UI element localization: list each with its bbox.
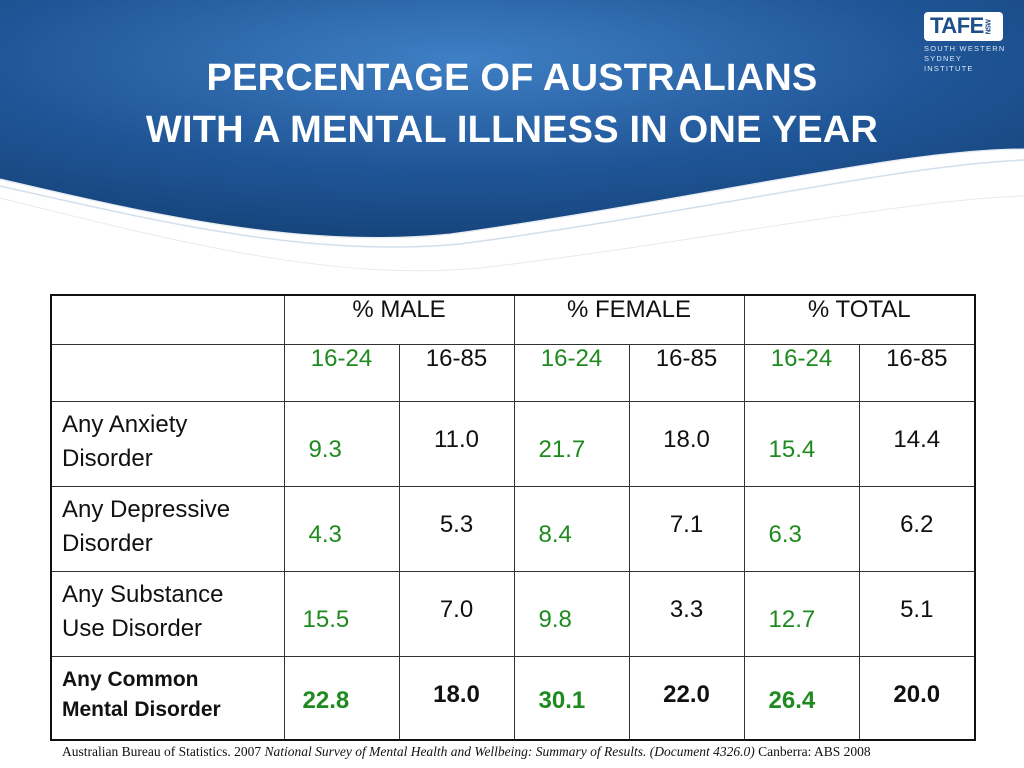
row-label: Any Common Mental Disorder xyxy=(50,656,285,741)
male-header: % MALE xyxy=(283,294,515,345)
table-row: Any Depressive Disorder 4.3 5.3 8.4 7.1 6… xyxy=(50,486,976,572)
mental-illness-table: % MALE % FEMALE % TOTAL 16-24 16-85 16-2… xyxy=(50,294,977,741)
cell-total-16-85: 6.2 xyxy=(858,486,976,572)
cell-total-16-85: 20.0 xyxy=(858,656,976,741)
table-row: Any Common Mental Disorder 22.8 18.0 30.1… xyxy=(50,656,976,741)
cell-total-16-24: 15.4 xyxy=(743,401,860,487)
cell-male-16-85: 11.0 xyxy=(398,401,515,487)
source-citation: Australian Bureau of Statistics. 2007 Na… xyxy=(62,744,871,759)
cell-total-16-85: 14.4 xyxy=(858,401,976,487)
female-age-16-24: 16-24 xyxy=(513,344,630,402)
row-label: Any Depressive Disorder xyxy=(50,486,285,572)
cell-female-16-24: 30.1 xyxy=(513,656,630,741)
cell-female-16-85: 22.0 xyxy=(628,656,745,741)
cell-female-16-24: 8.4 xyxy=(513,486,630,572)
cell-male-16-85: 7.0 xyxy=(398,571,515,657)
cell-female-16-24: 9.8 xyxy=(513,571,630,657)
tafe-logo-mark: TAFENSW xyxy=(924,12,1003,42)
cell-female-16-85: 7.1 xyxy=(628,486,745,572)
table-row: Any Anxiety Disorder 9.3 11.0 21.7 18.0 1… xyxy=(50,401,976,487)
total-age-16-24: 16-24 xyxy=(743,344,860,402)
male-age-16-24: 16-24 xyxy=(283,344,400,402)
logo-subtitle-line2: SYDNEY INSTITUTE xyxy=(924,54,974,74)
header-background xyxy=(0,0,1024,272)
page-title: PERCENTAGE OF AUSTRALIANS WITH A MENTAL … xyxy=(0,52,1024,156)
cell-female-16-85: 3.3 xyxy=(628,571,745,657)
cell-male-16-85: 5.3 xyxy=(398,486,515,572)
title-line2: WITH A MENTAL ILLNESS IN ONE YEAR xyxy=(145,109,879,151)
row-label: Any Anxiety Disorder xyxy=(50,401,285,487)
female-age-16-85: 16-85 xyxy=(628,344,745,402)
title-line1: PERCENTAGE OF AUSTRALIANS xyxy=(206,57,818,99)
cell-female-16-85: 18.0 xyxy=(628,401,745,487)
female-header: % FEMALE xyxy=(513,294,745,345)
table-row: Any Substance Use Disorder 15.5 7.0 9.8 3… xyxy=(50,571,976,657)
empty-header-cell xyxy=(50,294,285,345)
cell-male-16-24: 9.3 xyxy=(283,401,400,487)
cell-total-16-85: 5.1 xyxy=(858,571,976,657)
row-label: Any Substance Use Disorder xyxy=(50,571,285,657)
cell-total-16-24: 12.7 xyxy=(743,571,860,657)
tafe-logo: TAFENSW SOUTH WESTERN SYDNEY INSTITUTE xyxy=(924,12,1014,74)
empty-age-cell xyxy=(50,344,285,402)
logo-subtitle-line1: SOUTH WESTERN xyxy=(924,44,1006,54)
table-age-header-row: 16-24 16-85 16-24 16-85 16-24 16-85 xyxy=(50,344,976,402)
cell-female-16-24: 21.7 xyxy=(513,401,630,487)
cell-male-16-85: 18.0 xyxy=(398,656,515,741)
total-header: % TOTAL xyxy=(743,294,976,345)
table-group-header-row: % MALE % FEMALE % TOTAL xyxy=(50,294,976,345)
cell-total-16-24: 26.4 xyxy=(743,656,860,741)
male-age-16-85: 16-85 xyxy=(398,344,515,402)
cell-male-16-24: 4.3 xyxy=(283,486,400,572)
cell-male-16-24: 22.8 xyxy=(283,656,400,741)
cell-male-16-24: 15.5 xyxy=(283,571,400,657)
total-age-16-85: 16-85 xyxy=(858,344,976,402)
cell-total-16-24: 6.3 xyxy=(743,486,860,572)
